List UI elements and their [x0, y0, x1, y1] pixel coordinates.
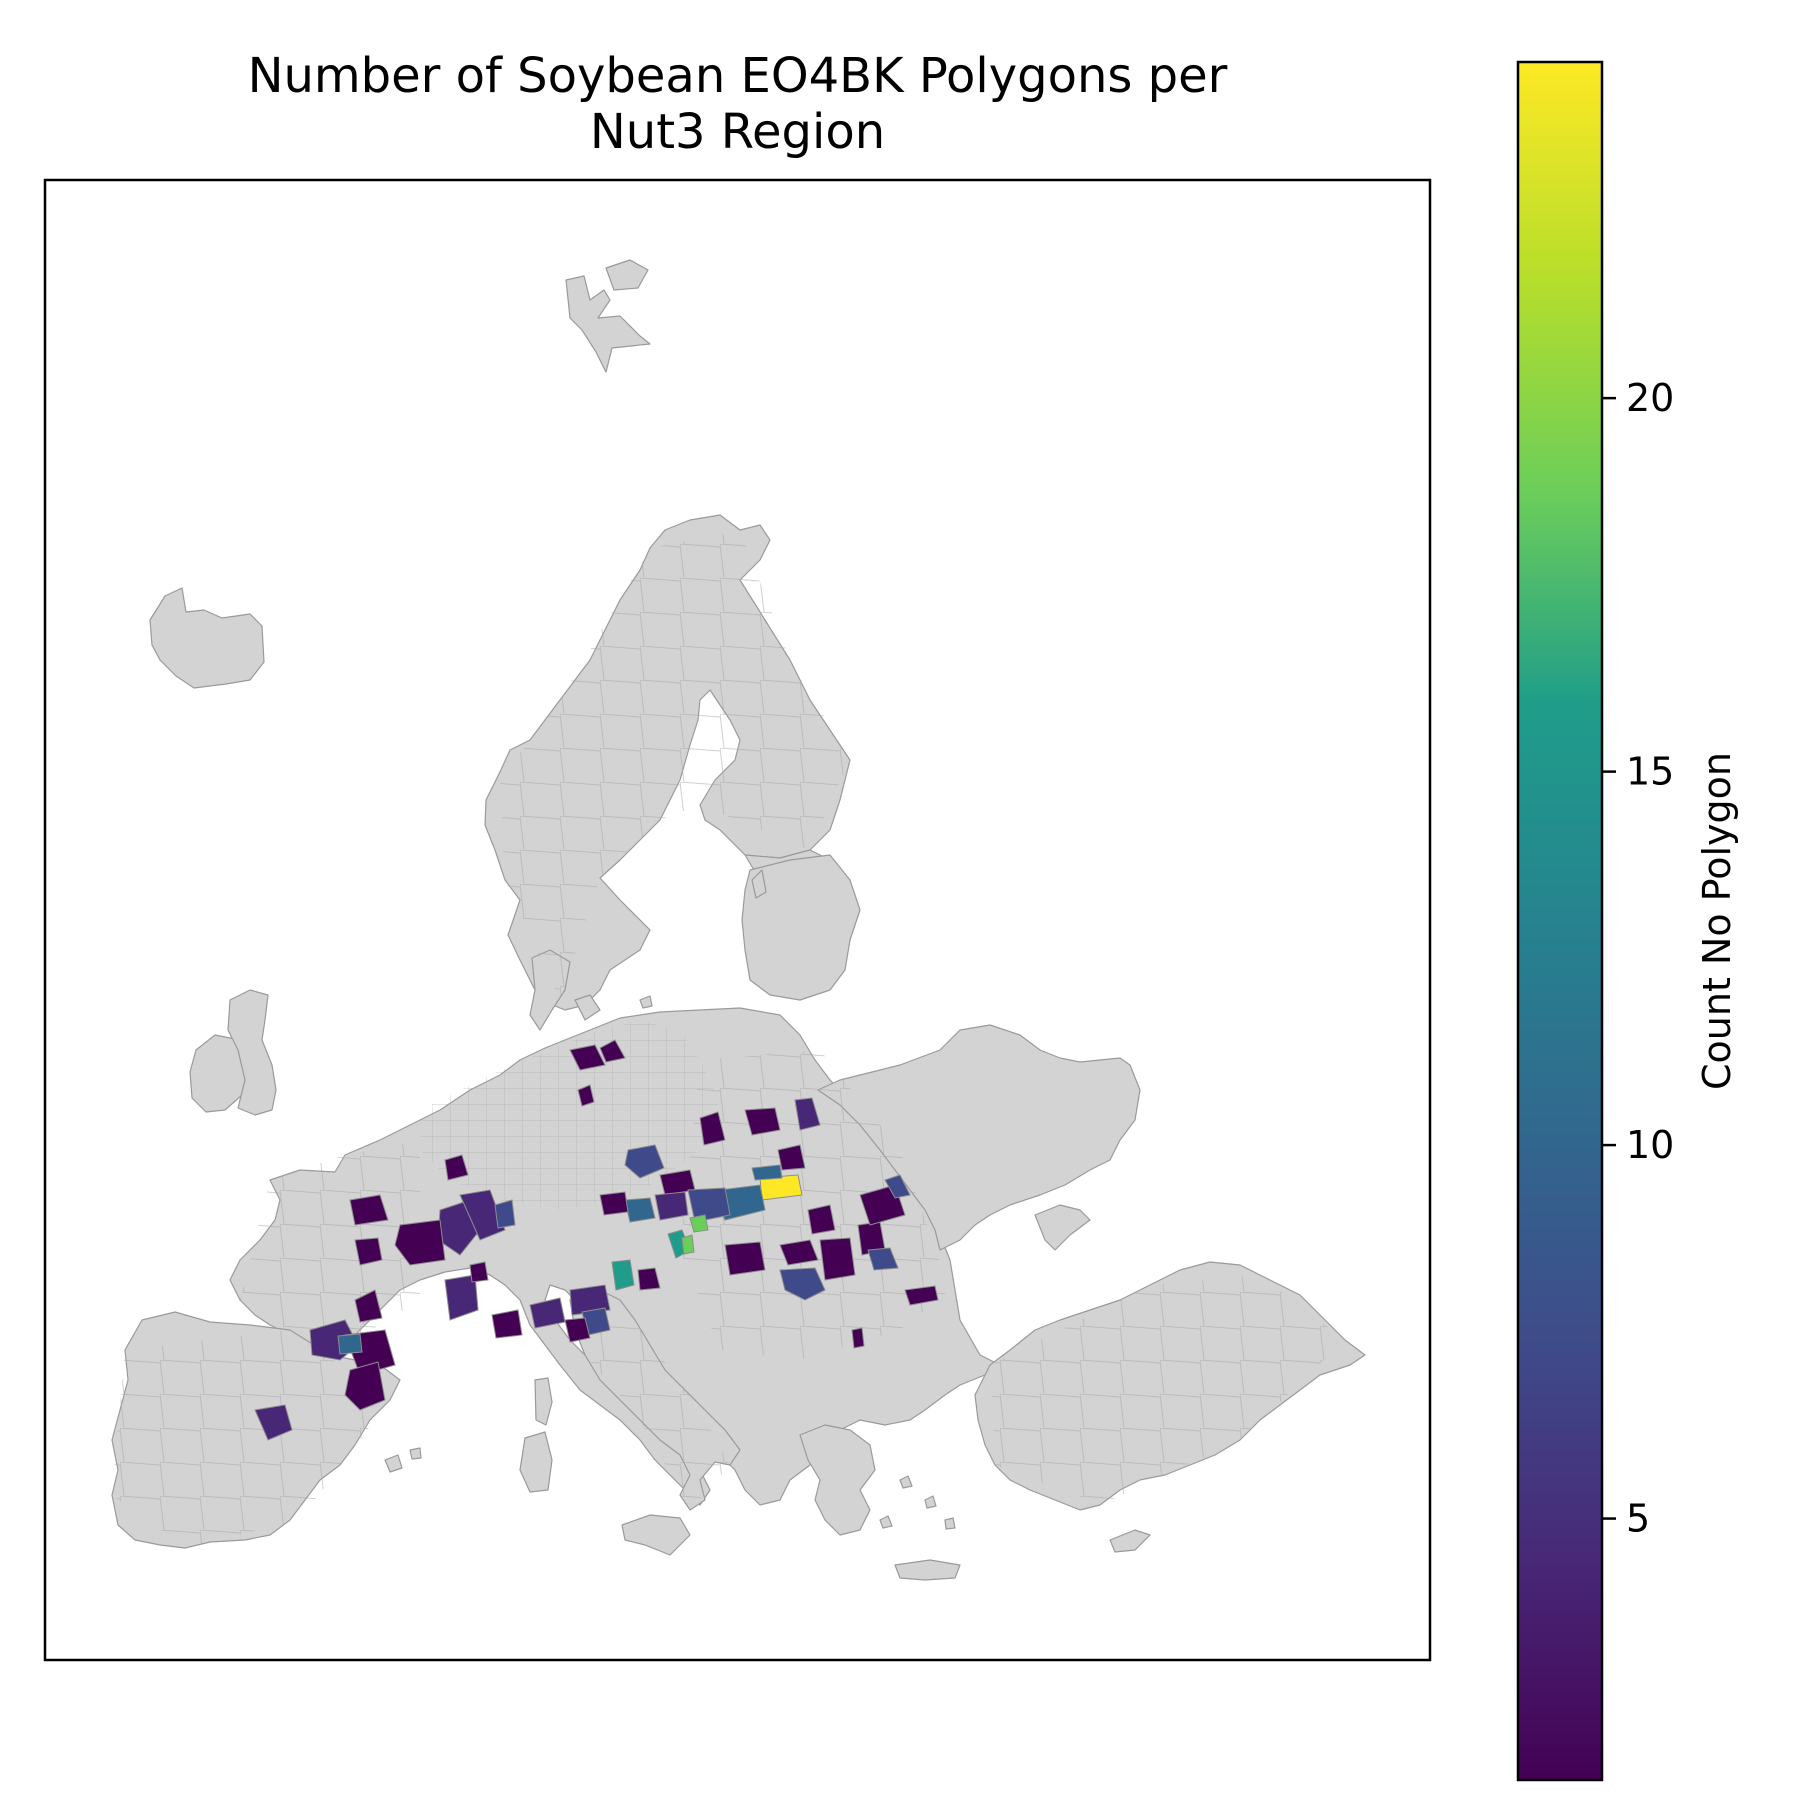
region-italy-north-d: [564, 1317, 591, 1343]
sicily: [621, 1514, 691, 1556]
region-france-sw-c: [354, 1289, 383, 1323]
colorbar-ticks: 5 10 15 20: [1602, 376, 1674, 1541]
region-france-east-d: [494, 1199, 516, 1229]
region-spain-central: [254, 1404, 293, 1441]
crete: [894, 1559, 961, 1581]
region-poland-se: [777, 1144, 806, 1171]
region-slovenia-b: [681, 1234, 695, 1255]
region-germany-north-a: [569, 1044, 606, 1071]
gotland: [751, 869, 767, 899]
region-croatia-b: [637, 1267, 661, 1291]
region-hungary-west: [689, 1214, 709, 1233]
region-france-rhone-a: [444, 1274, 479, 1321]
corsica: [534, 1377, 553, 1426]
region-hungary-east: [779, 1239, 819, 1266]
region-spain-ebro: [337, 1333, 363, 1355]
denmark-islands: [574, 994, 601, 1021]
colorbar-tick-label-15: 15: [1626, 750, 1674, 794]
region-germany-north-b: [599, 1039, 626, 1063]
region-poland-a: [699, 1111, 726, 1146]
crimea: [1034, 1204, 1091, 1251]
region-romania-east: [867, 1247, 899, 1271]
sardinia: [519, 1431, 553, 1493]
ireland: [189, 1034, 251, 1113]
great-britain: [227, 989, 277, 1116]
bornholm: [639, 995, 653, 1009]
svalbard-east: [605, 259, 649, 291]
region-france-rhone-b: [469, 1261, 489, 1283]
colorbar-label: Count No Polygon: [1695, 752, 1739, 1090]
region-spain-north: [344, 1361, 386, 1411]
chart-title-line-2: Nut3 Region: [589, 104, 886, 160]
region-slovakia-east: [751, 1164, 783, 1181]
region-austria-b: [599, 1191, 629, 1216]
region-romania-central-a: [819, 1237, 856, 1281]
cyprus: [1109, 1529, 1151, 1553]
region-italy-north-b: [569, 1284, 611, 1316]
balearic-islands: [384, 1447, 422, 1473]
region-france-se: [491, 1309, 523, 1339]
colorbar-gradient: [1516, 60, 1604, 1782]
region-romania-south: [904, 1285, 939, 1306]
aegean-islands: [879, 1475, 956, 1530]
region-france-west-a: [349, 1194, 389, 1226]
chart-title-line-1: Number of Soybean EO4BK Polygons per: [247, 48, 1228, 104]
region-romania-west: [779, 1267, 826, 1301]
colorbar: 5 10 15 20 Count No Polygon: [1516, 60, 1739, 1782]
region-france-east-c: [459, 1189, 506, 1241]
region-germany-mid: [577, 1084, 595, 1107]
region-poland-b: [744, 1107, 781, 1136]
region-austria-east: [624, 1197, 656, 1223]
region-france-east-a: [444, 1154, 469, 1181]
region-czechia: [624, 1144, 665, 1179]
iceland: [149, 587, 265, 689]
chart-title: Number of Soybean EO4BK Polygons per Nut…: [45, 48, 1430, 160]
svalbard: [565, 275, 651, 373]
greece: [799, 1424, 876, 1536]
region-moldova-b: [884, 1174, 911, 1199]
colorbar-tick-label-10: 10: [1626, 1123, 1674, 1167]
region-hungary-mid: [724, 1241, 766, 1276]
nuts3-boundaries: [112, 530, 1345, 1548]
region-poland-east: [794, 1097, 821, 1131]
baltics: [741, 854, 861, 1001]
region-romania-north: [807, 1204, 836, 1235]
data-regions: [254, 1039, 939, 1441]
colorbar-tick-label-20: 20: [1626, 376, 1674, 420]
region-austria-c: [654, 1191, 689, 1221]
region-slovakia-hungary: [687, 1187, 731, 1223]
region-bulgaria: [851, 1327, 865, 1349]
region-france-west-b: [354, 1237, 383, 1266]
region-croatia-north: [611, 1259, 635, 1291]
region-france-central: [394, 1219, 446, 1266]
colorbar-tick-label-5: 5: [1626, 1497, 1650, 1541]
